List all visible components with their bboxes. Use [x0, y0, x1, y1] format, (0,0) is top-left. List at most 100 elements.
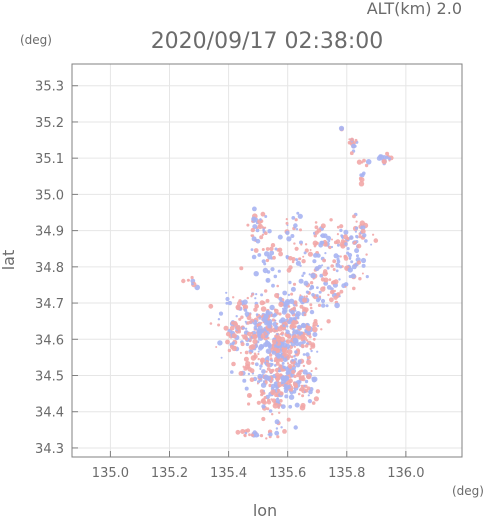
echo-point	[278, 296, 283, 301]
echo-point	[343, 229, 349, 235]
echo-point	[306, 323, 309, 326]
echo-point	[271, 368, 275, 372]
echo-point	[376, 155, 382, 161]
echo-point	[286, 325, 289, 328]
echo-point	[235, 305, 241, 311]
echo-point	[276, 379, 279, 383]
echo-point	[314, 225, 319, 230]
echo-point	[280, 317, 286, 323]
echo-points	[181, 125, 394, 440]
echo-point	[326, 235, 332, 241]
echo-point	[333, 253, 339, 259]
echo-point	[279, 357, 284, 363]
echo-point	[253, 352, 257, 356]
echo-point	[265, 362, 269, 365]
echo-point	[270, 389, 276, 396]
echo-point	[252, 206, 257, 212]
echo-point	[288, 280, 292, 285]
echo-point	[246, 223, 250, 227]
echo-point	[293, 425, 298, 430]
echo-point	[256, 400, 261, 405]
echo-point	[225, 331, 231, 337]
echo-point	[314, 367, 318, 370]
echo-point	[267, 398, 271, 402]
echo-point	[370, 243, 373, 246]
echo-point	[253, 325, 257, 330]
echo-point	[269, 304, 275, 311]
echo-point	[329, 289, 335, 295]
echo-point	[301, 394, 305, 398]
echo-point	[243, 356, 249, 362]
echo-point	[312, 259, 317, 264]
echo-point	[303, 295, 306, 298]
echo-point	[258, 334, 261, 338]
echo-point	[271, 398, 276, 403]
echo-point	[266, 328, 270, 331]
echo-point	[287, 349, 293, 355]
echo-point	[231, 361, 236, 367]
echo-point	[244, 311, 250, 317]
echo-point	[259, 218, 262, 221]
echo-point	[338, 125, 345, 131]
echo-point	[278, 312, 282, 316]
echo-point	[356, 159, 362, 165]
echo-point	[265, 298, 270, 303]
echo-point	[223, 325, 229, 331]
echo-point	[293, 226, 296, 229]
echo-point	[287, 293, 291, 297]
echo-point	[244, 350, 249, 355]
y-tick-label: 35.2	[35, 116, 64, 131]
echo-point	[358, 235, 362, 239]
echo-point	[264, 226, 267, 229]
echo-point	[336, 233, 339, 236]
echo-point	[273, 274, 278, 279]
echo-point	[269, 246, 274, 251]
echo-point	[295, 311, 301, 317]
echo-point	[326, 266, 330, 270]
echo-point	[314, 221, 318, 224]
echo-point	[293, 384, 298, 389]
echo-point	[252, 339, 258, 345]
echo-point	[281, 361, 285, 365]
echo-point	[298, 257, 302, 261]
echo-point	[356, 243, 362, 249]
echo-point	[225, 291, 228, 294]
echo-point	[300, 243, 303, 246]
echo-point	[313, 396, 319, 402]
echo-point	[294, 246, 299, 251]
x-tick-label: 136.0	[387, 466, 424, 481]
echo-point	[296, 211, 300, 215]
echo-point	[339, 289, 344, 294]
echo-point	[256, 328, 261, 333]
echo-point	[269, 353, 273, 357]
echo-point	[232, 321, 238, 326]
echo-point	[265, 348, 272, 355]
echo-point	[276, 322, 279, 325]
echo-point	[352, 286, 356, 291]
echo-point	[308, 335, 312, 339]
echo-point	[258, 316, 262, 320]
echo-point	[260, 306, 267, 312]
echo-point	[372, 233, 375, 236]
echo-point	[351, 143, 356, 149]
echo-point	[360, 257, 367, 264]
echo-point	[336, 225, 340, 229]
echo-point	[229, 344, 235, 350]
echo-point	[324, 252, 327, 255]
echo-point	[293, 242, 296, 245]
x-tick-label: 135.6	[269, 466, 306, 481]
echo-point	[245, 428, 251, 433]
echo-point	[297, 359, 302, 364]
echo-point	[274, 334, 278, 338]
echo-point	[328, 245, 332, 250]
echo-point	[258, 345, 263, 351]
echo-point	[334, 302, 340, 309]
echo-point	[257, 223, 263, 230]
echo-point	[265, 370, 268, 373]
echo-point	[287, 362, 290, 365]
echo-point	[332, 268, 336, 271]
echo-point	[276, 296, 280, 299]
echo-point	[311, 377, 317, 383]
echo-point	[250, 248, 254, 252]
x-tick-label: 135.2	[151, 466, 188, 481]
